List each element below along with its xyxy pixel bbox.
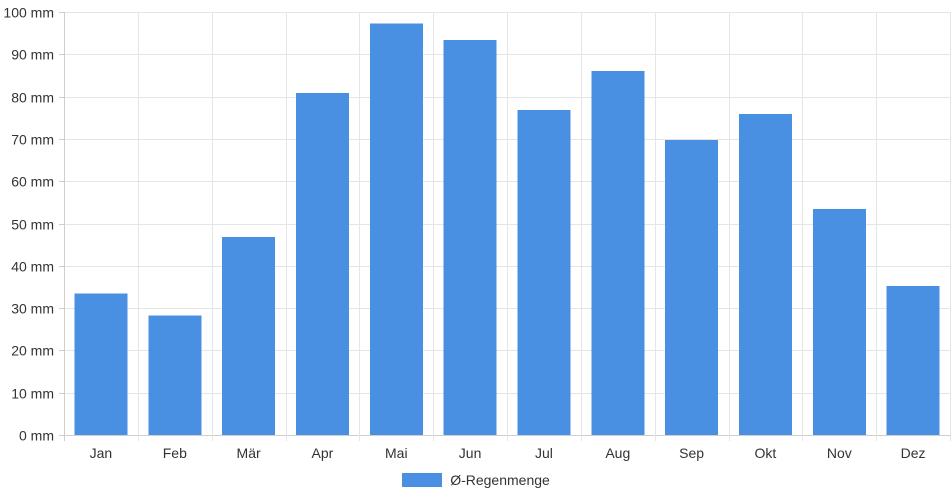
chart-plot-area: 0 mm 10 mm 20 mm 30 mm 40 mm 50 mm 60 mm 70 mm 8… bbox=[3, 5, 951, 461]
chart-legend: Ø-Regenmenge bbox=[0, 472, 952, 488]
x-tick-label: Mär bbox=[237, 445, 261, 461]
bar-aug bbox=[591, 71, 645, 435]
y-tick-label: 0 mm bbox=[19, 428, 54, 444]
y-tick-label: 50 mm bbox=[11, 217, 54, 233]
x-tick-label: Jan bbox=[90, 445, 113, 461]
y-tick-label: 70 mm bbox=[11, 132, 54, 148]
bar-feb bbox=[148, 315, 202, 435]
y-tick-label: 20 mm bbox=[11, 343, 54, 359]
x-tick-label: Apr bbox=[312, 445, 334, 461]
y-tick-label: 80 mm bbox=[11, 90, 54, 106]
x-tick-label: Jul bbox=[535, 445, 553, 461]
bar-jan bbox=[74, 293, 128, 435]
bar-okt bbox=[738, 113, 792, 436]
y-tick-label: 10 mm bbox=[11, 386, 54, 402]
x-tick-label: Mai bbox=[385, 445, 408, 461]
bar-nov bbox=[812, 209, 866, 435]
bar-jun bbox=[443, 39, 497, 436]
bar-mär bbox=[222, 237, 276, 435]
y-tick-label: 100 mm bbox=[3, 5, 54, 21]
x-tick-label: Nov bbox=[827, 445, 852, 461]
x-tick-label: Feb bbox=[163, 445, 187, 461]
bar-sep bbox=[665, 140, 719, 435]
y-tick-label: 90 mm bbox=[11, 47, 54, 63]
bar-dez bbox=[886, 286, 940, 435]
bar-mai bbox=[369, 23, 423, 436]
x-tick-label: Sep bbox=[679, 445, 704, 461]
bar-apr bbox=[295, 92, 349, 436]
legend-swatch bbox=[402, 473, 443, 487]
bar-jul bbox=[517, 110, 571, 435]
y-tick-label: 60 mm bbox=[11, 174, 54, 190]
x-tick-label: Jun bbox=[459, 445, 482, 461]
x-tick-label: Aug bbox=[605, 445, 630, 461]
x-tick-label: Okt bbox=[755, 445, 777, 461]
x-tick-label: Dez bbox=[901, 445, 926, 461]
y-tick-label: 30 mm bbox=[11, 301, 54, 317]
legend-label: Ø-Regenmenge bbox=[450, 472, 550, 488]
y-tick-label: 40 mm bbox=[11, 259, 54, 275]
